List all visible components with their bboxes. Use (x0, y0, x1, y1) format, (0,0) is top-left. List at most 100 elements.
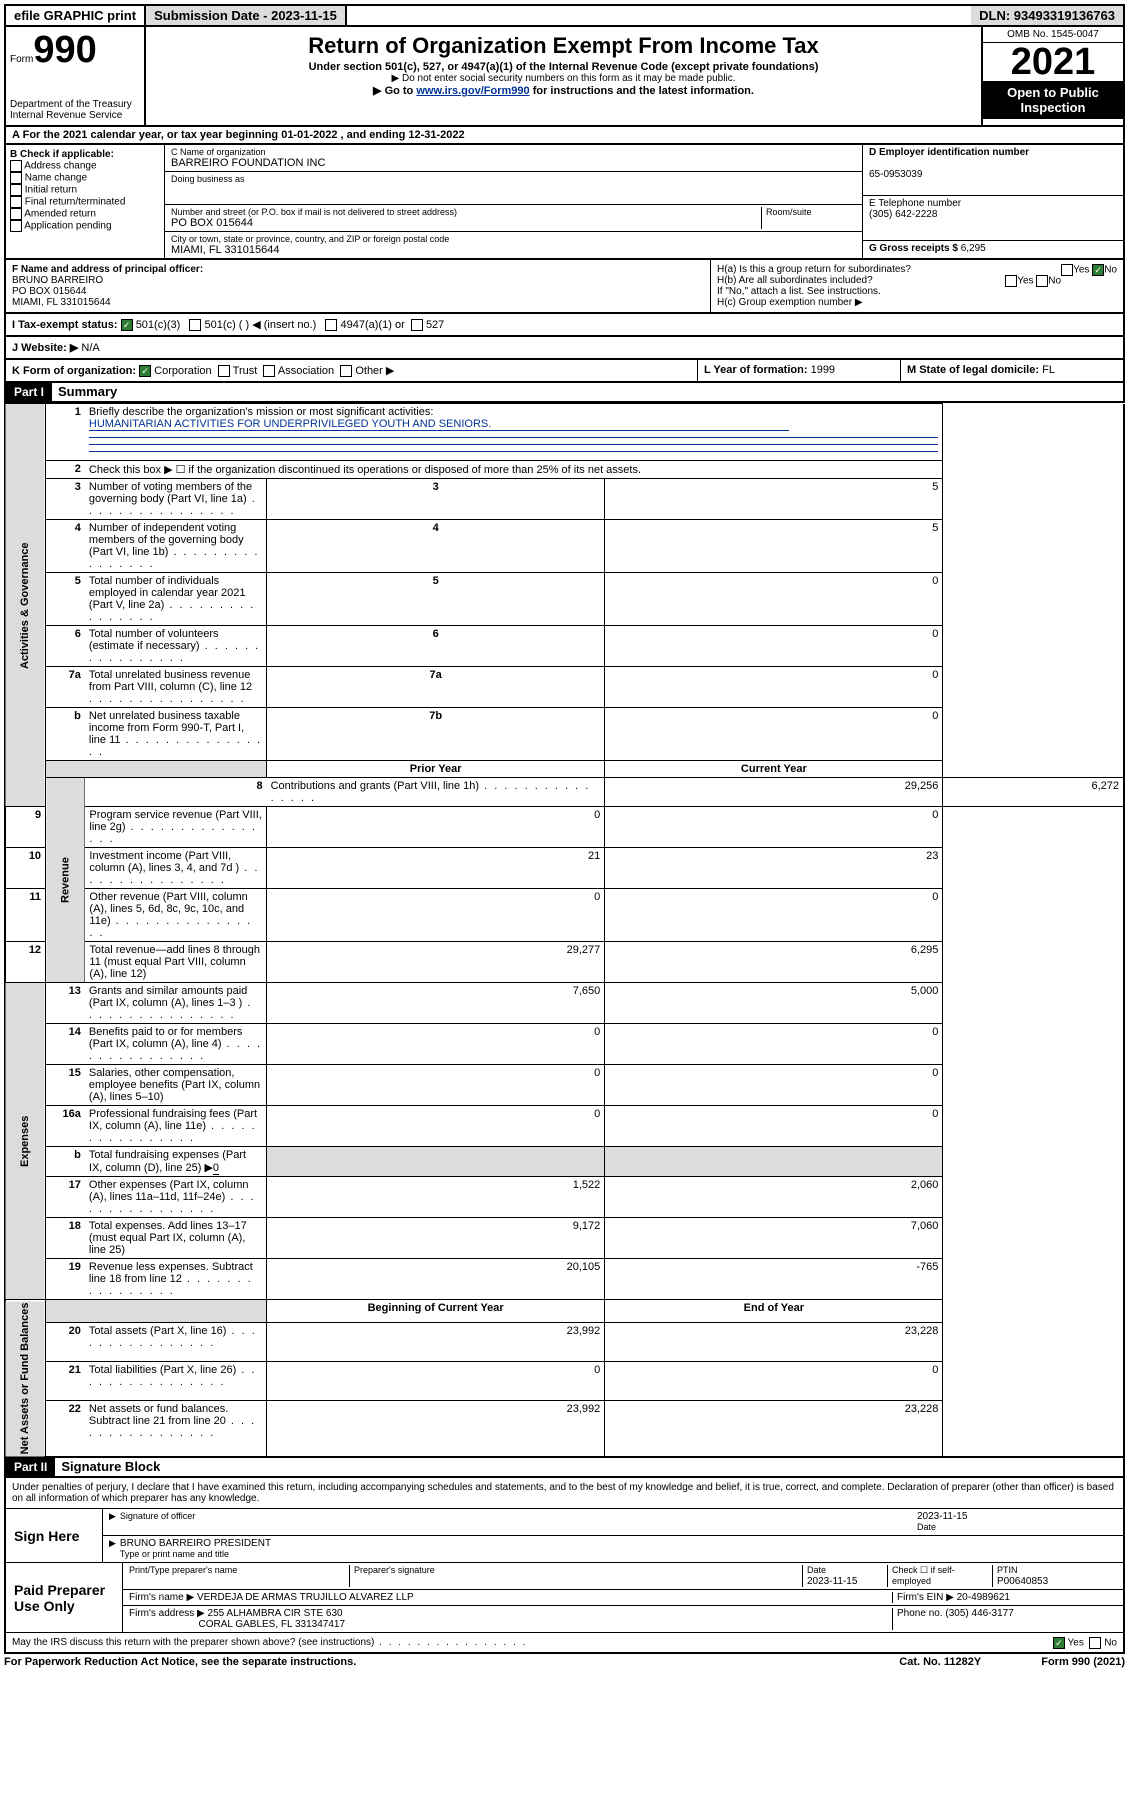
q1-label: Briefly describe the organization's miss… (89, 406, 433, 418)
table-row: 19Revenue less expenses. Subtract line 1… (5, 1259, 1124, 1300)
begin-year-header: Beginning of Current Year (267, 1300, 605, 1323)
ssn-notice: ▶ Do not enter social security numbers o… (150, 73, 977, 84)
website-row: J Website: ▶ N/A (4, 337, 1125, 360)
trust-checkbox[interactable] (218, 365, 230, 377)
other-checkbox[interactable] (340, 365, 352, 377)
table-row: 17Other expenses (Part IX, column (A), l… (5, 1177, 1124, 1218)
instructions-link-row: ▶ Go to www.irs.gov/Form990 for instruct… (150, 84, 977, 97)
room-label: Room/suite (766, 207, 856, 217)
table-row: 11Other revenue (Part VIII, column (A), … (5, 889, 1124, 942)
ptin-value: P00640853 (997, 1576, 1048, 1587)
table-row: 4Number of independent voting members of… (5, 520, 1124, 573)
ein-value: 65-0953039 (869, 169, 922, 180)
hb-yes-checkbox[interactable] (1005, 275, 1017, 287)
city-label: City or town, state or province, country… (171, 234, 856, 244)
officer-addr1: PO BOX 015644 (12, 286, 87, 297)
officer-name: BRUNO BARREIRO (12, 275, 103, 286)
current-year-header: Current Year (605, 761, 943, 778)
discuss-yes-checkbox[interactable]: ✓ (1053, 1637, 1065, 1649)
street-label: Number and street (or P.O. box if mail i… (171, 207, 761, 217)
mission-text: HUMANITARIAN ACTIVITIES FOR UNDERPRIVILE… (89, 418, 789, 431)
paid-preparer-label: Paid Preparer Use Only (6, 1563, 123, 1632)
check-address-change[interactable]: Address change (10, 160, 160, 172)
firm-phone: (305) 446-3177 (945, 1608, 1013, 1619)
summary-table: Activities & Governance 1 Briefly descri… (4, 403, 1125, 1458)
check-application-pending[interactable]: Application pending (10, 220, 160, 232)
signature-block: Under penalties of perjury, I declare th… (4, 1478, 1125, 1654)
section-a-period: A For the 2021 calendar year, or tax yea… (4, 127, 1125, 145)
ha-yes-checkbox[interactable] (1061, 264, 1073, 276)
end-year-header: End of Year (605, 1300, 943, 1323)
perjury-statement: Under penalties of perjury, I declare th… (6, 1478, 1123, 1509)
side-label-netassets: Net Assets or Fund Balances (5, 1300, 46, 1457)
info-grid: B Check if applicable: Address change Na… (4, 145, 1125, 260)
table-row: 5Total number of individuals employed in… (5, 573, 1124, 626)
officer-label: F Name and address of principal officer: (12, 264, 203, 275)
prior-year-header: Prior Year (267, 761, 605, 778)
table-row: bNet unrelated business taxable income f… (5, 708, 1124, 761)
table-row: 9Program service revenue (Part VIII, lin… (5, 807, 1124, 848)
side-label-expenses: Expenses (5, 983, 46, 1300)
discuss-question: May the IRS discuss this return with the… (12, 1637, 527, 1648)
firm-name: VERDEJA DE ARMAS TRUJILLO ALVAREZ LLP (197, 1592, 414, 1603)
q2-text: Check this box ▶ ☐ if the organization d… (85, 461, 943, 479)
part2-header: Part IISignature Block (4, 1458, 1125, 1478)
table-row: 7aTotal unrelated business revenue from … (5, 667, 1124, 708)
section-b-label: B Check if applicable: (10, 149, 114, 160)
h-note: If "No," attach a list. See instructions… (717, 286, 1117, 297)
check-initial-return[interactable]: Initial return (10, 184, 160, 196)
top-bar: efile GRAPHIC print Submission Date - 20… (4, 4, 1125, 27)
efile-print-button[interactable]: efile GRAPHIC print (6, 6, 146, 25)
4947-checkbox[interactable] (325, 319, 337, 331)
table-row: 15Salaries, other compensation, employee… (5, 1065, 1124, 1106)
officer-addr2: MIAMI, FL 331015644 (12, 297, 111, 308)
table-row: 10Investment income (Part VIII, column (… (5, 848, 1124, 889)
gross-receipts-value: 6,295 (961, 243, 986, 254)
hb-no-checkbox[interactable] (1036, 275, 1048, 287)
org-name-label: C Name of organization (171, 147, 856, 157)
dba-label: Doing business as (171, 174, 856, 184)
tax-year: 2021 (983, 43, 1123, 81)
check-final-return[interactable]: Final return/terminated (10, 196, 160, 208)
table-row: 14Benefits paid to or for members (Part … (5, 1024, 1124, 1065)
ha-no-checkbox[interactable]: ✓ (1092, 264, 1104, 276)
table-row: 6Total number of volunteers (estimate if… (5, 626, 1124, 667)
check-name-change[interactable]: Name change (10, 172, 160, 184)
tax-status-row: I Tax-exempt status: ✓ 501(c)(3) 501(c) … (4, 314, 1125, 337)
form-version: Form 990 (2021) (1041, 1656, 1125, 1668)
form-subtitle: Under section 501(c), 527, or 4947(a)(1)… (150, 61, 977, 73)
paperwork-notice: For Paperwork Reduction Act Notice, see … (4, 1656, 356, 1668)
side-label-revenue: Revenue (46, 778, 85, 983)
table-row: 21Total liabilities (Part X, line 26)00 (5, 1362, 1124, 1401)
sign-here-label: Sign Here (6, 1509, 103, 1562)
table-row: 18Total expenses. Add lines 13–17 (must … (5, 1218, 1124, 1259)
irs-label: Internal Revenue Service (10, 110, 140, 121)
website-value: N/A (81, 342, 99, 354)
501c-checkbox[interactable] (189, 319, 201, 331)
phone-label: E Telephone number (869, 198, 961, 209)
corp-checkbox[interactable]: ✓ (139, 365, 151, 377)
open-inspection: Open to Public Inspection (983, 81, 1123, 119)
form-title: Return of Organization Exempt From Incom… (150, 33, 977, 59)
form-number: 990 (33, 29, 96, 71)
table-row: 22Net assets or fund balances. Subtract … (5, 1401, 1124, 1457)
h-c-label: H(c) Group exemption number ▶ (717, 297, 1117, 308)
table-row: 12Total revenue—add lines 8 through 11 (… (5, 942, 1124, 983)
assoc-checkbox[interactable] (263, 365, 275, 377)
org-form-row: K Form of organization: ✓ Corporation Tr… (4, 360, 1125, 383)
org-name: BARREIRO FOUNDATION INC (171, 157, 856, 169)
ein-label: D Employer identification number (869, 147, 1029, 158)
501c3-checkbox[interactable]: ✓ (121, 319, 133, 331)
cat-number: Cat. No. 11282Y (899, 1656, 981, 1668)
dept-treasury: Department of the Treasury (10, 99, 140, 110)
527-checkbox[interactable] (411, 319, 423, 331)
form-label: Form (10, 54, 33, 65)
phone-value: (305) 642-2228 (869, 209, 937, 220)
discuss-no-checkbox[interactable] (1089, 1637, 1101, 1649)
check-amended-return[interactable]: Amended return (10, 208, 160, 220)
table-row: 20Total assets (Part X, line 16)23,99223… (5, 1323, 1124, 1362)
state-domicile: FL (1042, 364, 1055, 376)
form990-link[interactable]: www.irs.gov/Form990 (416, 85, 529, 97)
officer-group-row: F Name and address of principal officer:… (4, 260, 1125, 314)
h-a-label: H(a) Is this a group return for subordin… (717, 264, 911, 275)
